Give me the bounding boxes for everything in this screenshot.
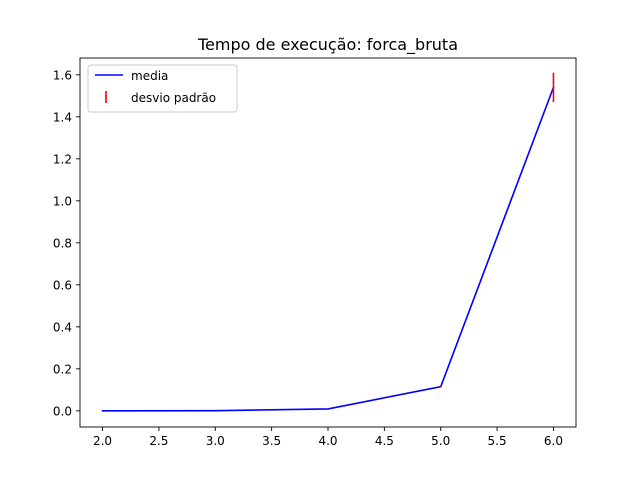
y-tick-label: 1.4 bbox=[53, 110, 72, 124]
x-tick-label: 5.0 bbox=[431, 434, 450, 448]
chart-title: Tempo de execução: forca_bruta bbox=[197, 35, 458, 55]
x-tick-label: 6.0 bbox=[544, 434, 563, 448]
legend-label-media: media bbox=[131, 69, 168, 83]
y-tick-label: 1.6 bbox=[53, 68, 72, 82]
legend-box bbox=[87, 64, 238, 113]
x-tick-label: 3.0 bbox=[206, 434, 225, 448]
y-tick-label: 0.4 bbox=[53, 320, 72, 334]
x-tick-label: 4.0 bbox=[318, 434, 337, 448]
x-tick-label: 3.5 bbox=[262, 434, 281, 448]
x-tick-label: 4.5 bbox=[375, 434, 394, 448]
y-tick-label: 0.6 bbox=[53, 278, 72, 292]
y-tick-label: 1.2 bbox=[53, 152, 72, 166]
y-tick-label: 0.8 bbox=[53, 236, 72, 250]
x-tick-label: 2.0 bbox=[93, 434, 112, 448]
y-tick-label: 1.0 bbox=[53, 194, 72, 208]
legend: media desvio padrão bbox=[87, 64, 238, 113]
y-tick-label: 0.0 bbox=[53, 404, 72, 418]
x-tick-label: 2.5 bbox=[149, 434, 168, 448]
legend-label-desvio: desvio padrão bbox=[131, 91, 216, 105]
x-tick-label: 5.5 bbox=[488, 434, 507, 448]
axes: 2.0 2.5 3.0 3.5 4.0 4.5 5.0 5.5 6.0 0.0 0.2 0.4 0.6 0… bbox=[53, 57, 577, 448]
plot-area bbox=[101, 72, 555, 412]
y-tick-label: 0.2 bbox=[53, 362, 72, 376]
